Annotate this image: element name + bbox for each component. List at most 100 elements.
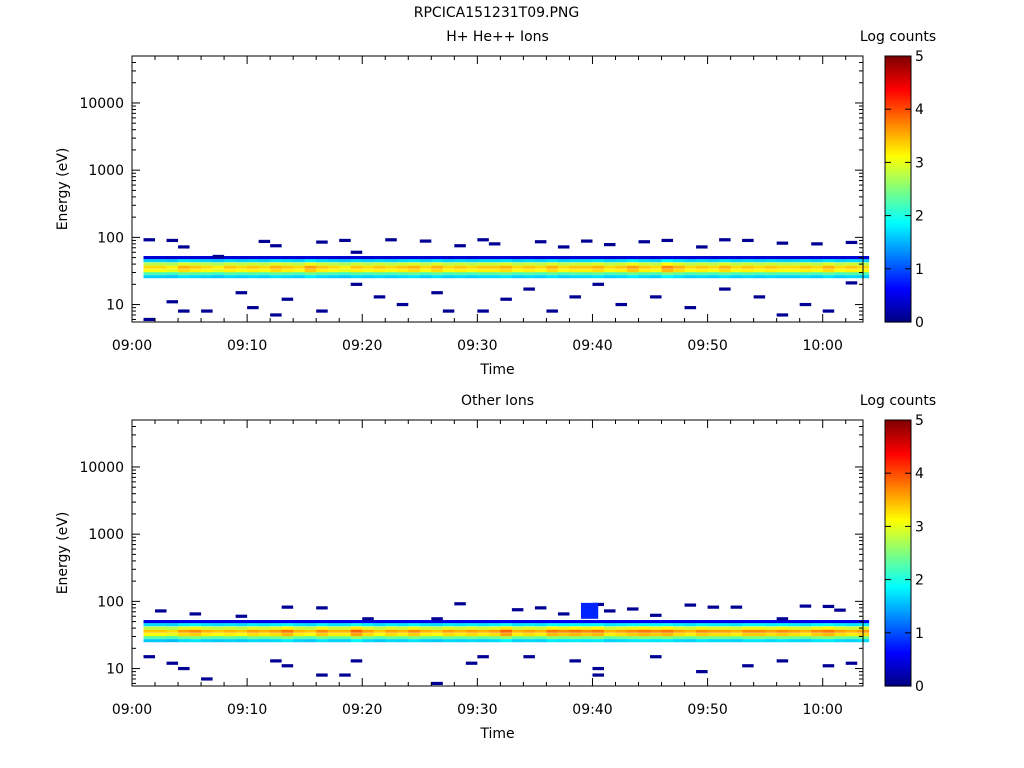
band-cell — [178, 623, 190, 627]
band-cell — [615, 623, 628, 627]
band-cell — [811, 269, 824, 273]
colorbar-cell — [885, 635, 911, 638]
band-cell — [258, 265, 271, 269]
colorbar-cell — [885, 426, 911, 430]
colorbar: 0 1 2 3 4 5 — [884, 49, 924, 331]
band-cell — [765, 271, 778, 276]
band-cell — [661, 633, 674, 637]
band-cell — [523, 256, 536, 260]
band-cell — [684, 259, 697, 263]
colorbar-cell — [885, 109, 911, 113]
band-cell — [511, 265, 524, 269]
band-cell — [834, 626, 847, 630]
band-cell — [281, 626, 294, 630]
band-cell — [707, 626, 720, 630]
band-cell — [603, 626, 616, 630]
band-cell — [235, 265, 248, 269]
count-cell — [523, 655, 535, 659]
band-cell — [799, 639, 812, 643]
band-cell — [178, 265, 190, 269]
count-cell — [822, 309, 835, 313]
count-cell — [730, 605, 743, 609]
band-cell — [293, 265, 306, 269]
band-cell — [650, 271, 662, 276]
x-axis-label: Time — [479, 726, 514, 742]
band-cell — [235, 635, 248, 640]
colorbar-cell — [885, 87, 911, 90]
band-cell — [362, 633, 375, 637]
band-cell — [650, 620, 662, 624]
count-cell — [603, 609, 616, 613]
band-cell — [408, 635, 421, 640]
count-cell — [799, 604, 812, 608]
count-cell — [235, 614, 248, 618]
band-cell — [500, 271, 513, 276]
band-cell — [650, 626, 662, 630]
band-cell — [673, 259, 685, 263]
band-cell — [592, 623, 605, 627]
colorbar-cell — [885, 608, 911, 612]
band-cell — [696, 265, 708, 269]
colorbar-cell — [885, 601, 911, 605]
band-cell — [696, 271, 708, 276]
band-cell — [511, 623, 524, 627]
band-cell — [500, 269, 513, 273]
colorbar-cell — [885, 617, 911, 621]
band-cell — [155, 629, 167, 633]
band-cell — [396, 639, 409, 643]
band-cell — [293, 259, 306, 263]
band-cell — [293, 262, 306, 266]
colorbar-cell — [885, 284, 911, 288]
colorbar-cell — [885, 606, 911, 610]
band-cell — [442, 271, 455, 276]
band-cell — [431, 626, 444, 630]
band-cell — [339, 269, 352, 273]
band-cell — [592, 259, 605, 263]
band-cell — [339, 620, 352, 624]
band-cell — [822, 620, 835, 624]
band-cell — [765, 629, 778, 633]
colorbar-cell — [885, 420, 911, 423]
band-cell — [166, 262, 179, 266]
band-cell — [327, 623, 340, 627]
colorbar-cell — [885, 568, 911, 572]
band-cell — [776, 259, 789, 263]
band-cell — [143, 620, 156, 624]
count-cell — [650, 655, 662, 659]
band-cell — [201, 626, 213, 630]
band-cell — [534, 635, 547, 640]
band-cell — [178, 635, 190, 640]
colorbar-cell — [885, 202, 911, 206]
band-cell — [603, 259, 616, 263]
band-cell — [615, 629, 628, 633]
colorbar-cell — [885, 521, 911, 525]
band-cell — [650, 275, 662, 279]
band-cell — [304, 262, 317, 266]
colorbar-frame — [884, 419, 912, 687]
colorbar-cell — [885, 220, 911, 223]
band-cell — [776, 265, 789, 269]
colorbar-cell — [885, 548, 911, 552]
band-cell — [753, 269, 766, 273]
band-cell — [788, 275, 801, 279]
band-cell — [350, 629, 363, 633]
band-cell — [523, 635, 536, 640]
band-cell — [166, 271, 179, 276]
band-cell — [362, 275, 375, 279]
band-cell — [408, 271, 421, 276]
band-cell — [419, 262, 432, 266]
colorbar-cell — [885, 233, 911, 237]
band-cell — [592, 639, 605, 643]
band-cell — [431, 633, 444, 637]
band-cell — [500, 265, 513, 269]
count-cell — [247, 306, 259, 310]
band-cell — [143, 256, 156, 260]
band-cell — [258, 623, 271, 627]
count-cell — [189, 612, 202, 616]
count-cell — [316, 673, 328, 677]
band-cell — [316, 259, 329, 263]
band-cell — [143, 629, 156, 633]
band-cell — [362, 629, 375, 633]
band-cell — [719, 629, 732, 633]
band-cell — [753, 259, 766, 263]
